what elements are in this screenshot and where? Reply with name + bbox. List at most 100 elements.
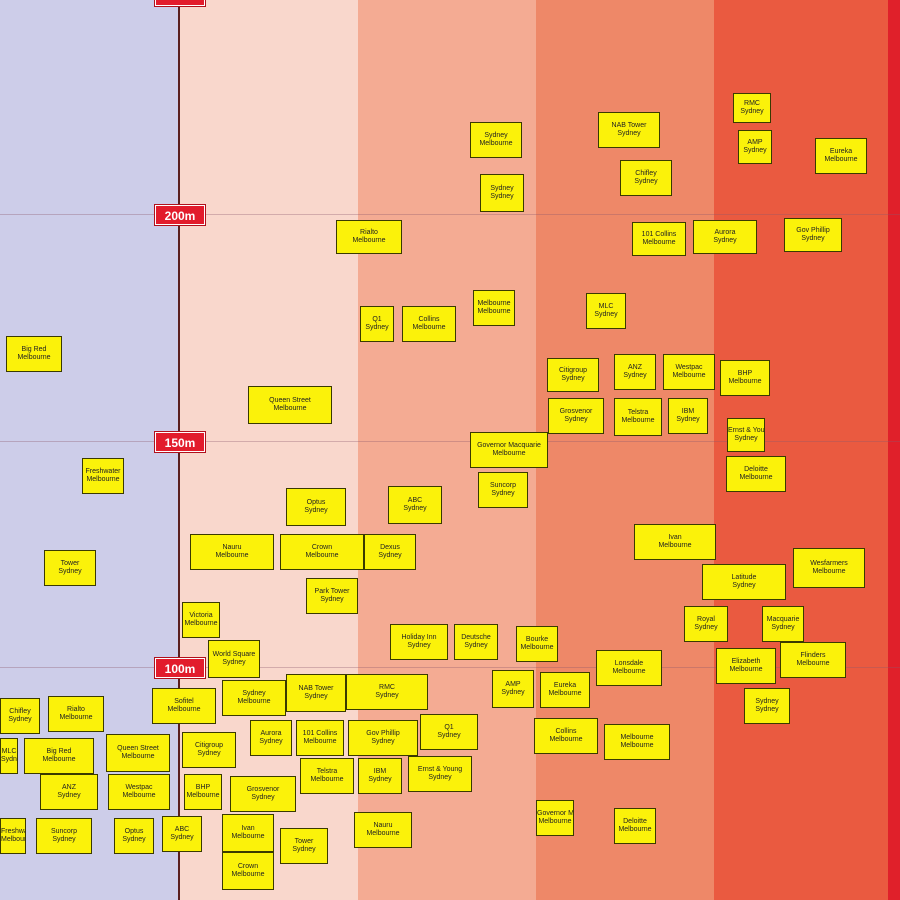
building-label: Optus Sydney	[286, 488, 346, 526]
building-city: Sydney	[371, 738, 395, 745]
building-city: Sydney	[407, 642, 431, 649]
building-name: Westpac	[125, 784, 153, 791]
building-name: Citigroup	[194, 742, 223, 749]
building-label: Deloitte Melbourne	[726, 456, 786, 492]
building-city: Sydney	[734, 435, 758, 442]
building-city: Melbourne	[549, 736, 583, 743]
building-name: Victoria	[189, 612, 213, 619]
building-city: Sydney	[694, 624, 718, 631]
building-city: Melbourne	[215, 552, 249, 559]
building-city: Sydney	[170, 834, 194, 841]
building-label: Q1 Sydney	[360, 306, 394, 342]
building-label: Elizabeth Melbourne	[716, 648, 776, 684]
building-city: Sydney	[564, 416, 588, 423]
building-city: Melbourne	[796, 660, 830, 667]
building-city: Melbourne	[824, 156, 858, 163]
building-label: Deutsche Sydney	[454, 624, 498, 660]
building-name: Sydney	[490, 185, 514, 192]
building-city: Melbourne	[672, 372, 706, 379]
building-city: Melbourne	[618, 826, 652, 833]
building-city: Sydney	[428, 774, 452, 781]
building-label: Collins Melbourne	[534, 718, 598, 754]
building-city: Melbourne	[352, 237, 386, 244]
building-name: Chifley	[9, 708, 31, 715]
building-name: Gov Phillip	[366, 730, 400, 737]
building-city: Melbourne	[1, 836, 25, 843]
building-city: Melbourne	[538, 818, 572, 825]
building-city: Sydney	[623, 372, 647, 379]
building-name: World Square	[212, 651, 256, 658]
building-name: Park Tower	[314, 588, 350, 595]
building-city: Sydney	[292, 846, 316, 853]
building-label: ANZ Sydney	[40, 774, 98, 810]
building-label: Citigroup Sydney	[547, 358, 599, 392]
building-label: Park Tower Sydney	[306, 578, 358, 614]
building-label: Nauru Melbourne	[354, 812, 412, 848]
building-name: Collins	[555, 728, 577, 735]
building-name: Deloitte	[623, 818, 647, 825]
building-city: Melbourne	[17, 354, 51, 361]
building-name: Wesfarmers	[810, 560, 848, 567]
building-name: 101 Collins	[302, 730, 338, 737]
building-name: Grosvenor	[559, 408, 593, 415]
building-name: Optus	[306, 499, 326, 506]
building-label: Queen Street Melbourne	[248, 386, 332, 424]
building-label: Flinders Melbourne	[780, 642, 846, 678]
building-name: Rialto	[360, 229, 378, 236]
building-label: Eureka Melbourne	[815, 138, 867, 174]
building-label: Grosvenor Sydney	[230, 776, 296, 812]
building-label: RMC Sydney	[733, 93, 771, 123]
building-label: Chifley Sydney	[620, 160, 672, 196]
building-city: Melbourne	[477, 308, 511, 315]
building-label: Rialto Melbourne	[48, 696, 104, 732]
building-name: BHP	[737, 370, 753, 377]
building-name: Telstra	[627, 409, 649, 416]
building-city: Melbourne	[237, 698, 271, 705]
building-name: Governor Macquarie	[477, 442, 541, 449]
building-label: Holiday Inn Sydney	[390, 624, 448, 660]
building-name: Big Red	[21, 346, 47, 353]
building-label: Victoria Melbourne	[182, 602, 220, 638]
building-name: Citigroup	[558, 367, 587, 374]
building-label: Wesfarmers Melbourne	[793, 548, 865, 588]
building-label: Suncorp Sydney	[36, 818, 92, 854]
building-name: Q1	[444, 724, 454, 731]
building-name: Deloitte	[744, 466, 768, 473]
building-city: Melbourne	[621, 417, 655, 424]
building-city: Melbourne	[479, 140, 513, 147]
building-name: Optus	[124, 828, 144, 835]
building-name: Westpac	[675, 364, 703, 371]
building-name: Crown	[237, 863, 259, 870]
building-name: Rialto	[67, 706, 85, 713]
building-label: ANZ Sydney	[614, 354, 656, 390]
building-name: Ernst & Young	[417, 766, 463, 773]
building-label: Citigroup Sydney	[182, 732, 236, 768]
building-name: Royal	[697, 616, 715, 623]
building-city: Sydney	[320, 596, 344, 603]
building-label: Optus Sydney	[114, 818, 154, 854]
building-label: Aurora Sydney	[693, 220, 757, 254]
building-city: Sydney	[368, 776, 392, 783]
building-name: Sydney	[484, 132, 508, 139]
building-city: Melbourne	[121, 753, 155, 760]
building-name: ANZ	[628, 364, 642, 371]
building-label: Gov Phillip Sydney	[348, 720, 418, 756]
building-label: Sydney Melbourne	[222, 680, 286, 716]
building-city: Sydney	[490, 193, 514, 200]
building-label: Westpac Melbourne	[663, 354, 715, 390]
building-city: Sydney	[740, 108, 764, 115]
building-label: Q1 Sydney	[420, 714, 478, 750]
building-city: Sydney	[52, 836, 76, 843]
building-name: Grosvenor	[246, 786, 280, 793]
building-name: Deutsche	[461, 634, 491, 641]
building-city: Sydney	[251, 794, 275, 801]
building-label: ABC Sydney	[388, 486, 442, 524]
building-label: Telstra Melbourne	[300, 758, 354, 794]
building-city: Sydney	[771, 624, 795, 631]
building-name: Ivan	[668, 534, 682, 541]
building-city: Melbourne	[273, 405, 307, 412]
building-city: Sydney	[304, 507, 328, 514]
